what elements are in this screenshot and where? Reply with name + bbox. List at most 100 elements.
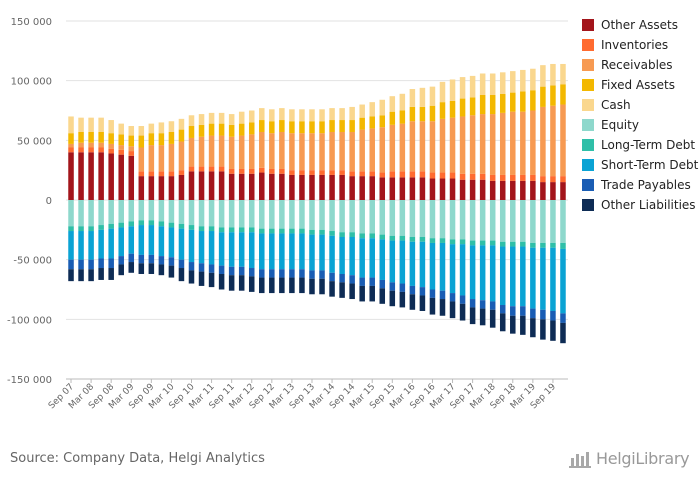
bar-segment[interactable] <box>98 147 104 153</box>
bar-segment[interactable] <box>409 171 416 178</box>
bar-segment[interactable] <box>128 262 135 273</box>
bar-segment[interactable] <box>78 231 84 260</box>
bar-segment[interactable] <box>208 200 215 227</box>
bar-segment[interactable] <box>188 126 195 138</box>
bar-segment[interactable] <box>399 171 406 178</box>
bar-segment[interactable] <box>148 133 155 146</box>
bar-segment[interactable] <box>138 225 145 255</box>
bar-segment[interactable] <box>399 235 406 241</box>
bar-segment[interactable] <box>489 174 496 181</box>
bar-segment[interactable] <box>339 236 345 274</box>
bar-segment[interactable] <box>279 277 285 294</box>
bar-segment[interactable] <box>419 177 426 200</box>
bar-segment[interactable] <box>208 272 215 288</box>
bar-segment[interactable] <box>98 142 104 148</box>
bar-segment[interactable] <box>78 152 84 200</box>
bar-segment[interactable] <box>88 259 94 270</box>
bar-segment[interactable] <box>419 171 426 178</box>
bar-segment[interactable] <box>198 200 205 227</box>
bar-segment[interactable] <box>379 239 386 280</box>
bar-segment[interactable] <box>128 135 135 147</box>
bar-segment[interactable] <box>188 171 195 200</box>
bar-segment[interactable] <box>259 131 265 168</box>
bar-segment[interactable] <box>429 86 436 106</box>
bar-segment[interactable] <box>178 118 185 130</box>
bar-segment[interactable] <box>540 309 546 320</box>
bar-segment[interactable] <box>439 118 446 173</box>
bar-segment[interactable] <box>359 104 365 118</box>
bar-segment[interactable] <box>128 200 135 222</box>
bar-segment[interactable] <box>489 94 496 115</box>
bar-segment[interactable] <box>359 285 365 302</box>
bar-segment[interactable] <box>419 121 426 172</box>
bar-segment[interactable] <box>68 200 74 227</box>
bar-segment[interactable] <box>218 123 225 136</box>
bar-segment[interactable] <box>379 200 386 235</box>
bar-segment[interactable] <box>530 110 536 175</box>
bar-segment[interactable] <box>108 120 114 134</box>
bar-segment[interactable] <box>459 303 466 321</box>
bar-segment[interactable] <box>469 200 476 241</box>
bar-segment[interactable] <box>540 106 546 177</box>
bar-segment[interactable] <box>409 177 416 200</box>
bar-segment[interactable] <box>379 177 386 200</box>
bar-segment[interactable] <box>168 143 175 172</box>
legend-item[interactable]: Receivables <box>582 55 698 75</box>
bar-segment[interactable] <box>449 117 456 173</box>
bar-segment[interactable] <box>379 288 386 304</box>
bar-segment[interactable] <box>178 268 185 282</box>
bar-segment[interactable] <box>560 322 566 344</box>
bar-segment[interactable] <box>449 239 456 245</box>
bar-segment[interactable] <box>540 182 546 200</box>
bar-segment[interactable] <box>299 269 305 278</box>
bar-segment[interactable] <box>158 133 165 146</box>
bar-segment[interactable] <box>329 170 335 175</box>
bar-segment[interactable] <box>188 225 195 230</box>
bar-segment[interactable] <box>540 319 546 340</box>
bar-segment[interactable] <box>309 229 315 235</box>
bar-segment[interactable] <box>560 200 566 243</box>
bar-segment[interactable] <box>108 268 114 280</box>
bar-segment[interactable] <box>188 270 195 284</box>
bar-segment[interactable] <box>78 131 84 143</box>
bar-segment[interactable] <box>379 115 386 128</box>
bar-segment[interactable] <box>520 315 526 335</box>
bar-segment[interactable] <box>309 174 315 200</box>
bar-segment[interactable] <box>449 100 456 118</box>
bar-segment[interactable] <box>168 131 175 144</box>
bar-segment[interactable] <box>459 295 466 304</box>
bar-segment[interactable] <box>499 72 506 94</box>
bar-segment[interactable] <box>208 123 215 136</box>
bar-segment[interactable] <box>148 176 155 200</box>
bar-segment[interactable] <box>178 259 185 269</box>
bar-segment[interactable] <box>489 114 496 175</box>
bar-segment[interactable] <box>459 239 466 245</box>
bar-segment[interactable] <box>359 171 365 177</box>
bar-segment[interactable] <box>108 148 114 154</box>
bar-segment[interactable] <box>208 171 215 200</box>
bar-segment[interactable] <box>459 200 466 240</box>
bar-segment[interactable] <box>118 145 124 150</box>
bar-segment[interactable] <box>479 114 486 174</box>
bar-segment[interactable] <box>449 200 456 240</box>
bar-segment[interactable] <box>168 200 175 223</box>
bar-segment[interactable] <box>269 200 275 229</box>
bar-segment[interactable] <box>429 242 436 290</box>
bar-segment[interactable] <box>168 227 175 258</box>
legend-item[interactable]: Fixed Assets <box>582 75 698 95</box>
bar-segment[interactable] <box>279 173 285 200</box>
bar-segment[interactable] <box>289 121 295 134</box>
bar-segment[interactable] <box>248 227 255 233</box>
bar-segment[interactable] <box>238 200 245 228</box>
bar-segment[interactable] <box>510 92 516 112</box>
bar-segment[interactable] <box>469 75 476 98</box>
bar-segment[interactable] <box>389 282 396 291</box>
bar-segment[interactable] <box>540 200 546 243</box>
bar-segment[interactable] <box>379 127 386 173</box>
bar-segment[interactable] <box>168 257 175 266</box>
bar-segment[interactable] <box>489 245 496 302</box>
bar-segment[interactable] <box>158 122 165 134</box>
bar-segment[interactable] <box>530 200 536 243</box>
bar-segment[interactable] <box>168 171 175 177</box>
bar-segment[interactable] <box>128 151 135 156</box>
